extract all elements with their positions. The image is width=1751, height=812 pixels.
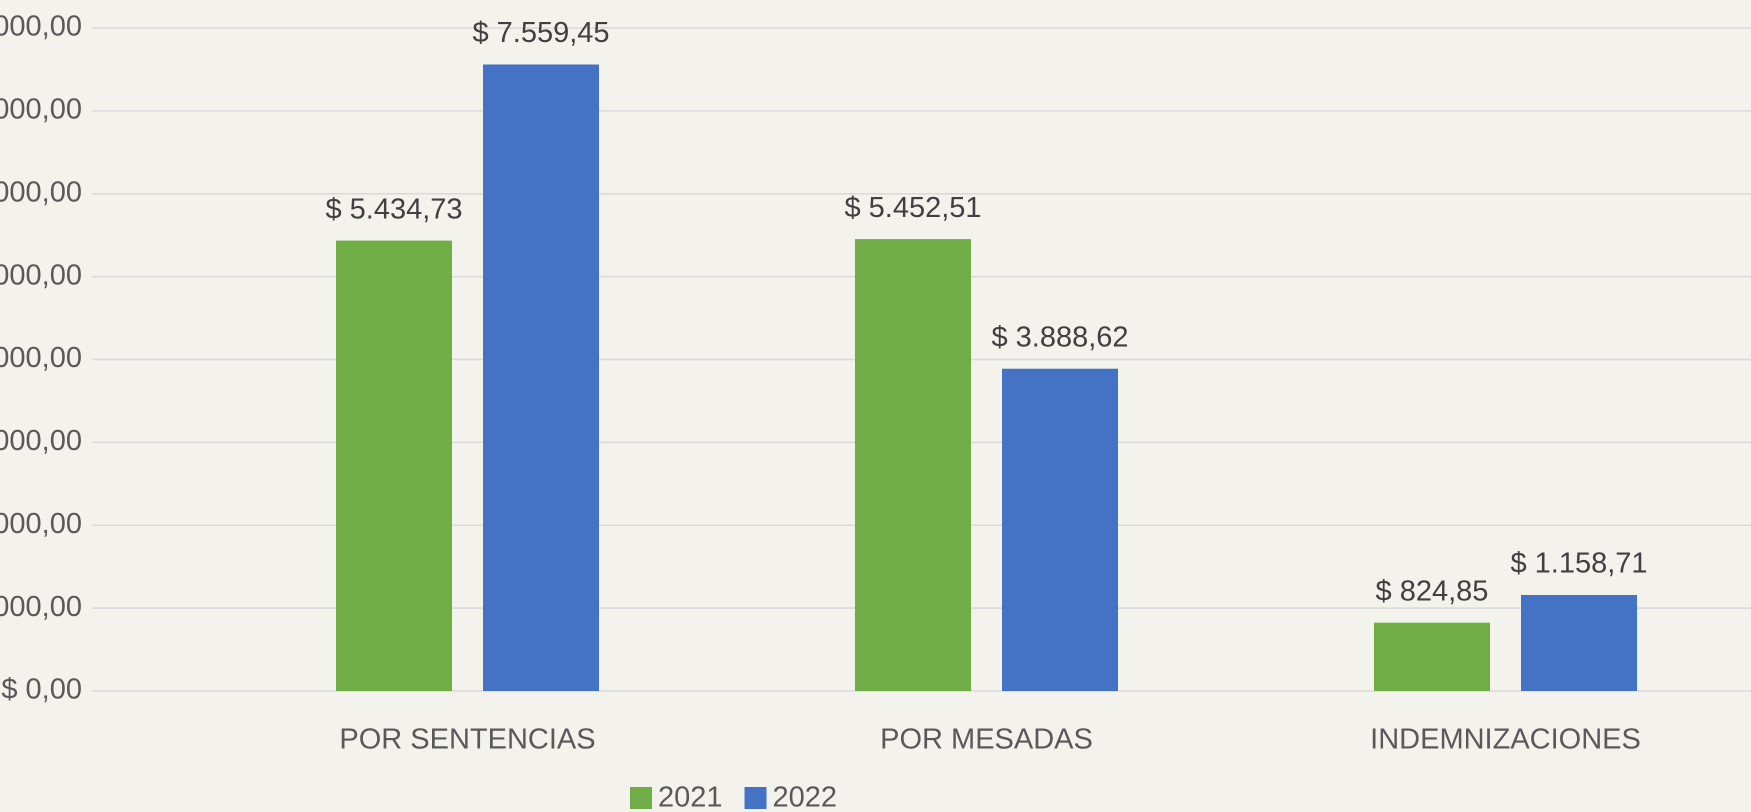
y-tick-label: $ 2.000,00 xyxy=(0,508,82,540)
x-tick-label: POR SENTENCIAS xyxy=(339,724,595,756)
bar xyxy=(483,64,599,692)
y-tick-label: $ 7.000,00 xyxy=(0,94,82,126)
y-tick-label: $ 1.000,00 xyxy=(0,591,82,623)
value-label: $ 5.452,51 xyxy=(844,192,981,224)
bar xyxy=(855,239,971,691)
bar xyxy=(1002,368,1118,691)
y-tick-label: $ 6.000,00 xyxy=(0,176,82,208)
value-label: $ 7.559,45 xyxy=(472,17,609,49)
bar xyxy=(1374,622,1490,691)
bar xyxy=(1521,594,1637,691)
value-label: $ 824,85 xyxy=(1376,575,1489,607)
x-tick-label: INDEMNIZACIONES xyxy=(1370,724,1641,756)
x-tick-label: POR MESADAS xyxy=(880,724,1093,756)
legend-label: 2022 xyxy=(773,782,838,812)
legend-swatch xyxy=(744,787,767,809)
legend-swatch xyxy=(630,787,652,809)
y-tick-label: $ 8.000,00 xyxy=(0,11,82,43)
y-tick-label: $ 4.000,00 xyxy=(0,342,82,374)
value-label: $ 3.888,62 xyxy=(991,321,1128,353)
bar xyxy=(336,240,452,692)
y-tick-label: $ 5.000,00 xyxy=(0,259,82,291)
y-tick-label: $ 3.000,00 xyxy=(0,425,82,457)
value-label: $ 1.158,71 xyxy=(1510,548,1647,580)
legend-label: 2021 xyxy=(658,782,723,812)
value-label: $ 5.434,73 xyxy=(325,193,462,225)
y-tick-label: $ 0,00 xyxy=(1,674,82,706)
